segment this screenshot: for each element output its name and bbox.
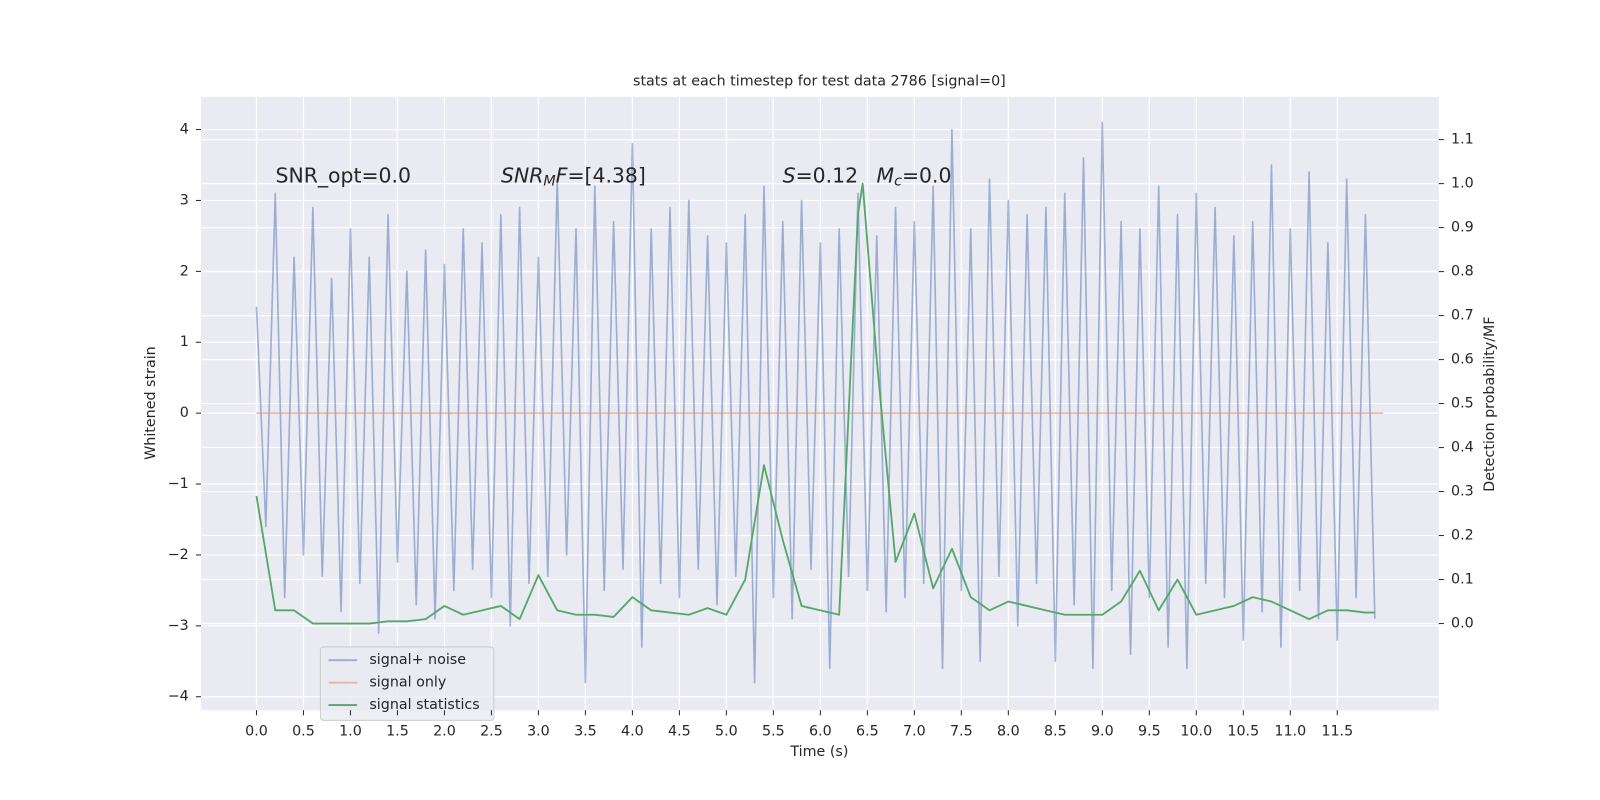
- x-tick-label: 5.5: [762, 724, 785, 740]
- series-line: [255, 182, 1375, 625]
- y2-axis-label: Detection probability/MF: [1482, 316, 1498, 491]
- legend-label: signal+ noise: [369, 652, 466, 668]
- y2-tick-label: 0.4: [1451, 440, 1474, 456]
- x-tick-label: 7.0: [903, 724, 926, 740]
- x-tick-label: 3.0: [527, 724, 550, 740]
- y-tick-label: −2: [168, 547, 189, 563]
- annotation-part: SNR: [501, 164, 543, 188]
- x-tick-label: 10.0: [1180, 724, 1212, 740]
- annotation-part: =[4.38]: [567, 164, 645, 188]
- y-tick-label: 1: [180, 334, 189, 350]
- y-axis-label: Whitened strain: [143, 346, 159, 460]
- y-tick-label: 0: [180, 405, 189, 421]
- x-tick-label: 1.0: [339, 724, 362, 740]
- y-tick-label: −1: [168, 476, 189, 492]
- y-tick-label: 4: [180, 122, 189, 138]
- x-tick-label: 1.5: [386, 724, 409, 740]
- annotation-part: F: [556, 164, 568, 188]
- annotation: Mc=0.0: [877, 164, 952, 190]
- x-tick-label: 2.5: [480, 724, 503, 740]
- x-tick-label: 3.5: [574, 724, 597, 740]
- annotation-part: =0.12: [796, 164, 859, 188]
- annotation: S=0.12: [783, 164, 858, 188]
- x-tick-label: 10.5: [1227, 724, 1259, 740]
- y-tick-label: 3: [180, 192, 189, 208]
- y2-tick-label: 0.6: [1451, 352, 1474, 368]
- annotation: SNRMF=[4.38]: [501, 164, 646, 190]
- x-tick-label: 9.0: [1091, 724, 1114, 740]
- y2-tick-label: 1.0: [1451, 176, 1474, 192]
- y2-tick-label: 0.2: [1451, 528, 1474, 544]
- x-tick-label: 0.0: [245, 724, 268, 740]
- x-tick-label: 4.5: [668, 724, 691, 740]
- x-tick-label: 8.0: [997, 724, 1020, 740]
- legend-label: signal statistics: [369, 697, 479, 713]
- x-tick-label: 9.5: [1138, 724, 1161, 740]
- y2-tick-label: 0.5: [1451, 396, 1474, 412]
- legend-label: signal only: [369, 675, 446, 691]
- y2-tick-label: 0.7: [1451, 308, 1474, 324]
- x-tick-label: 2.0: [433, 724, 456, 740]
- y2-tick-label: 0.9: [1451, 220, 1474, 236]
- x-tick-label: 11.0: [1274, 724, 1306, 740]
- y-tick-label: −4: [168, 689, 189, 705]
- annotation-part: SNR_opt=0.0: [276, 164, 412, 189]
- legend: signal+ noise signal only signal statistic…: [319, 646, 495, 721]
- x-tick-label: 6.5: [856, 724, 879, 740]
- chart-title: stats at each timestep for test data 278…: [633, 74, 1006, 90]
- x-tick-label: 0.5: [292, 724, 315, 740]
- y2-tick-label: 0.8: [1451, 264, 1474, 280]
- y2-tick-label: 0.3: [1451, 484, 1474, 500]
- x-tick-label: 11.5: [1321, 724, 1353, 740]
- x-tick-label: 8.5: [1044, 724, 1067, 740]
- annotation-part: M: [877, 164, 895, 188]
- y2-tick-label: 0.0: [1451, 616, 1474, 632]
- legend-box: [319, 646, 495, 721]
- y2-tick-label: 1.1: [1451, 132, 1474, 148]
- annotation: SNR_opt=0.0: [276, 164, 412, 189]
- x-tick-label: 4.0: [621, 724, 644, 740]
- series-line: [255, 121, 1376, 684]
- y2-tick-label: 0.1: [1451, 572, 1474, 588]
- x-tick-label: 6.0: [809, 724, 832, 740]
- marks: [255, 121, 1384, 684]
- x-axis-label: Time (s): [789, 744, 848, 760]
- y-tick-label: −3: [168, 618, 189, 634]
- x-tick-label: 7.5: [950, 724, 973, 740]
- annotation-part: =0.0: [902, 164, 952, 188]
- annotation-part: M: [543, 174, 555, 190]
- annotation-part: S: [783, 164, 796, 188]
- annotation-part: c: [894, 174, 902, 190]
- y-tick-label: 2: [180, 263, 189, 279]
- x-tick-label: 5.0: [715, 724, 738, 740]
